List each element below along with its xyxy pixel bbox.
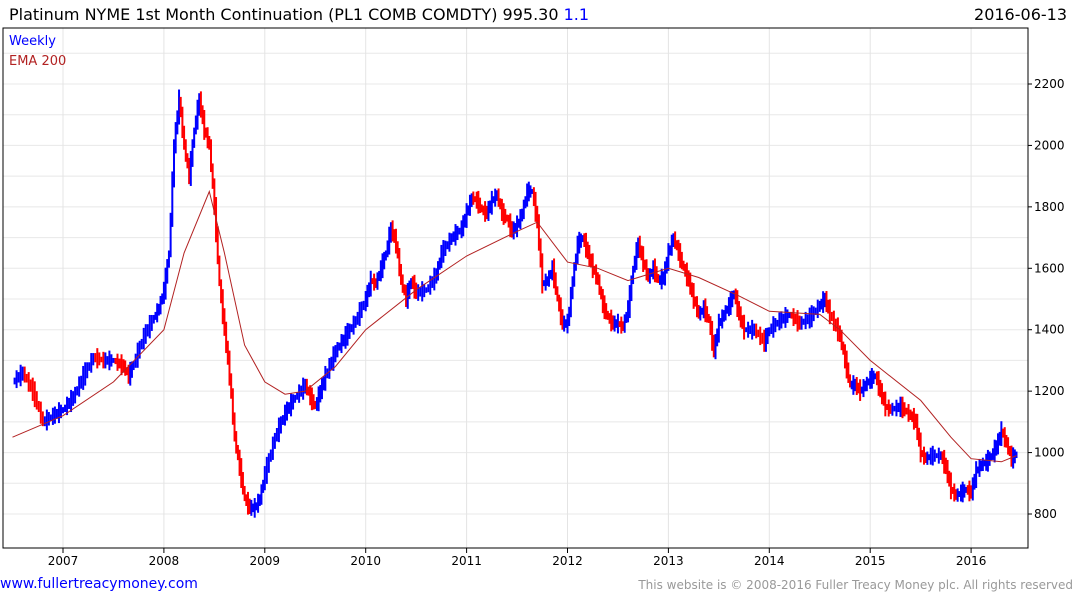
legend-ema: EMA 200: [9, 54, 66, 69]
y-tick-label: 1200: [1034, 384, 1065, 398]
y-tick-label: 1600: [1034, 261, 1065, 275]
chart-date: 2016-06-13: [974, 5, 1067, 24]
copyright-text: This website is © 2008-2016 Fuller Treac…: [638, 578, 1073, 592]
x-tick-label: 2015: [855, 554, 886, 568]
x-tick-label: 2010: [350, 554, 381, 568]
x-tick-label: 2007: [48, 554, 79, 568]
legend-weekly: Weekly: [9, 34, 56, 49]
website-link[interactable]: www.fullertreacymoney.com: [0, 576, 198, 592]
title-text: Platinum NYME 1st Month Continuation (PL…: [9, 5, 559, 24]
plot-frame: [2, 27, 1029, 549]
x-tick-label: 2013: [653, 554, 684, 568]
y-tick-label: 1400: [1034, 323, 1065, 337]
y-tick-label: 2200: [1034, 77, 1065, 91]
chart-title: Platinum NYME 1st Month Continuation (PL…: [9, 5, 589, 24]
y-tick-label: 1000: [1034, 446, 1065, 460]
x-tick-label: 2008: [149, 554, 180, 568]
y-tick-label: 1800: [1034, 200, 1065, 214]
x-tick-label: 2009: [250, 554, 281, 568]
ema-200-line: [12, 189, 1017, 463]
y-tick-label: 800: [1034, 507, 1057, 521]
x-tick-label: 2016: [956, 554, 987, 568]
x-tick-label: 2014: [754, 554, 785, 568]
x-tick-label: 2011: [451, 554, 482, 568]
x-tick-label: 2012: [552, 554, 583, 568]
price-chart: 2007 2008 2009 2010 2011 2012 2013 2014 2015 2016…: [2, 27, 1065, 568]
price-change: 1.1: [563, 5, 590, 24]
y-tick-label: 2000: [1034, 138, 1065, 152]
